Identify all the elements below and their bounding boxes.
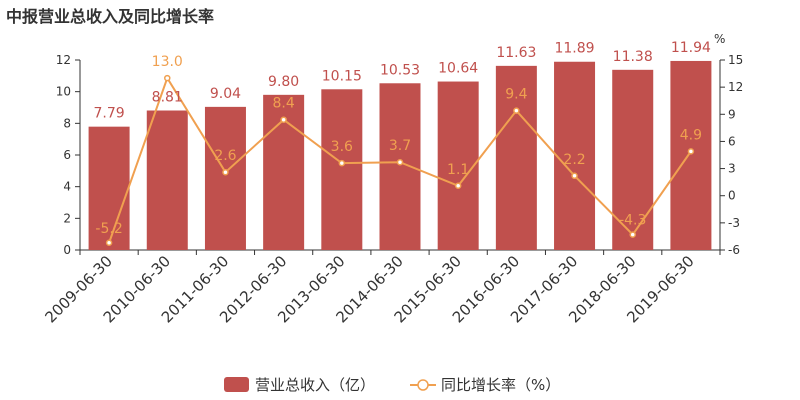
bar [437,81,479,251]
growth-value-label: 4.9 [680,127,702,143]
growth-value-label: 13.0 [152,54,183,70]
y-left-tick-label: 10 [56,85,71,99]
bar-value-label: 11.89 [554,41,594,57]
legend-swatch-bar [224,377,249,392]
bar [321,89,363,251]
y-right-unit-label: % [714,32,725,46]
bar-value-label: 10.64 [438,61,478,77]
y-left-tick-label: 6 [63,148,71,162]
bar-value-label: 11.94 [671,40,711,56]
legend-label-revenue: 营业总收入（亿） [255,376,375,394]
y-right-tick-label: 9 [728,107,736,121]
growth-value-label: 3.6 [331,139,353,155]
growth-point [164,74,171,82]
bar [88,126,130,250]
y-right-tick-label: 15 [728,53,743,67]
bar-value-label: 10.53 [380,62,420,78]
growth-point [396,158,404,166]
bar [495,65,537,250]
bar-value-label: 11.63 [496,45,536,61]
bar-value-label: 9.80 [268,74,299,90]
growth-point [222,168,229,176]
growth-point [454,182,462,190]
y-right-tick-label: 3 [728,162,736,176]
legend-label-growth: 同比增长率（%） [441,376,560,394]
growth-point [687,148,695,155]
growth-point [280,116,287,123]
legend-item-revenue[interactable]: 营业总收入（亿） [224,376,375,394]
y-left-tick-label: 2 [63,211,71,225]
y-right-tick-label: 0 [728,189,736,203]
y-left-tick-label: 4 [63,180,71,194]
growth-point [338,159,346,167]
growth-point [513,107,520,114]
bar [146,110,188,250]
growth-value-label: -4.3 [619,213,646,229]
y-left-tick-label: 8 [63,116,71,130]
line-series [105,74,695,247]
y-right-tick-label: -3 [728,216,740,230]
legend-item-growth[interactable]: 同比增长率（%） [410,376,560,394]
legend-swatch-marker [417,379,429,391]
bar-value-label: 9.04 [210,86,241,102]
chart-title: 中报营业总收入及同比增长率 [6,7,215,26]
growth-point [105,239,113,247]
bar-value-label: 11.38 [613,49,653,65]
growth-point [571,172,578,180]
growth-value-label: 8.4 [273,96,295,112]
bar-value-label: 10.15 [322,68,362,84]
growth-value-label: -5.2 [95,221,122,237]
growth-value-label: 3.7 [389,138,411,154]
bar [379,83,421,251]
growth-value-label: 1.1 [447,162,469,178]
bar [554,61,596,250]
legend[interactable]: 营业总收入（亿） 同比增长率（%） [224,376,560,394]
y-left-tick-label: 12 [56,53,71,67]
growth-value-label: 2.6 [214,148,236,164]
data-labels: 7.79 8.81 9.04 9.80 10.15 10.53 10.64 11.63 11.8… [94,40,712,237]
growth-value-label: 2.2 [563,152,585,168]
growth-point [629,231,636,238]
bar [670,60,712,251]
bar-value-label: 7.79 [94,106,125,122]
y-left-tick-label: 0 [63,243,71,257]
bar-value-label: 8.81 [152,90,183,106]
bar [204,106,246,250]
y-right-tick-label: 6 [728,134,736,148]
y-right-tick-label: 12 [728,80,743,94]
y-right-tick-label: -6 [728,243,740,257]
growth-value-label: 9.4 [505,87,527,103]
